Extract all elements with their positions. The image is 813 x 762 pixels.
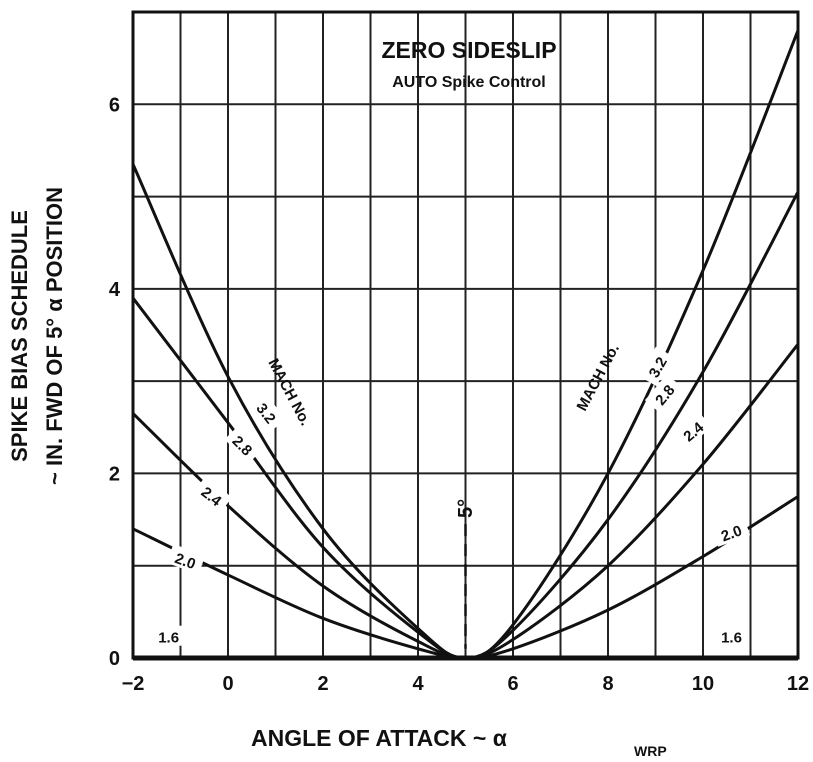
right-mach-label: MACH No. <box>574 341 623 414</box>
series-label-mach-1-6-left: 1.6 <box>158 630 179 647</box>
series-label-bg <box>644 374 683 414</box>
series-label-bg <box>638 346 674 387</box>
series-label-bg <box>249 392 286 432</box>
x-tick-label: 2 <box>317 673 328 695</box>
series-label-bg <box>714 625 749 646</box>
series-label-mach-2-0-left: 2.0 <box>172 550 197 573</box>
x-tick-label: 4 <box>412 673 424 695</box>
y-tick-label: 6 <box>109 94 120 116</box>
x-axis-title: ANGLE OF ATTACK ~ α <box>251 725 507 751</box>
x-tick-label: 10 <box>692 673 714 695</box>
series-label-bg <box>166 544 206 575</box>
x-axis-subscript: WRP <box>634 743 667 759</box>
series-label-bg <box>672 411 712 449</box>
series-label-mach-2-0-right: 2.0 <box>719 522 744 545</box>
y-tick-label: 0 <box>109 648 120 670</box>
chart-title: ZERO SIDESLIP <box>381 37 556 63</box>
series-label-mach-1-6-right: 1.6 <box>721 630 742 647</box>
y-tick-label: 2 <box>109 463 120 485</box>
x-tick-label: 6 <box>507 673 518 695</box>
x-tick-label: 0 <box>222 673 233 695</box>
chart-subtitle: AUTO Spike Control <box>392 74 546 91</box>
center-marker-label: 5° <box>455 499 477 518</box>
y-tick-label: 4 <box>109 279 121 301</box>
x-tick-label: −2 <box>122 673 145 695</box>
series-label-bg <box>193 476 233 514</box>
series-label-bg <box>151 625 186 646</box>
series-label-bg <box>224 425 263 464</box>
y-axis-title-line1: SPIKE BIAS SCHEDULE <box>7 210 32 462</box>
x-tick-label: 8 <box>602 673 613 695</box>
y-axis-title-line2: ~ IN. FWD OF 5° α POSITION <box>42 187 67 485</box>
x-tick-label: 12 <box>787 673 809 695</box>
grid <box>132 11 799 659</box>
series-label-bg <box>711 516 751 547</box>
